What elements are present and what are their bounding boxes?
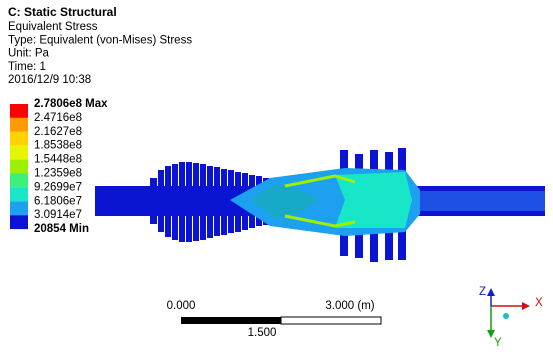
legend-swatch (10, 201, 28, 215)
z-label: Z (479, 286, 486, 298)
title: C: Static Structural (8, 5, 117, 19)
legend-swatch (10, 160, 28, 174)
legend-label: 1.8538e8 (34, 140, 82, 152)
legend-swatch (10, 187, 28, 201)
legend-swatch (10, 132, 28, 146)
legend-label: 6.1806e7 (34, 195, 82, 207)
legend-label: 9.2699e7 (34, 181, 82, 193)
header-line: Time: 1 (8, 61, 46, 73)
legend-label: 20854 Min (34, 223, 89, 235)
legend-swatch (10, 118, 28, 132)
x-label: X (535, 297, 543, 309)
legend-label: 3.0914e7 (34, 209, 82, 221)
screen: C: Static Structural Equivalent StressTy… (0, 0, 553, 359)
scale-start: 0.000 (167, 300, 196, 312)
scale-middle: 1.500 (248, 327, 277, 339)
scale-end: 3.000 (m) (325, 300, 374, 312)
scale-white (281, 317, 381, 324)
header-line: Equivalent Stress (8, 21, 98, 33)
triad-ball (503, 313, 509, 319)
legend-swatch (10, 215, 28, 229)
legend-label: 2.1627e8 (34, 126, 82, 138)
scale-black (181, 317, 281, 324)
header-line: Type: Equivalent (von-Mises) Stress (8, 34, 192, 46)
legend-label: 1.5448e8 (34, 154, 82, 166)
legend-swatch (10, 174, 28, 188)
header-line: Unit: Pa (8, 48, 50, 60)
legend-label: 1.2359e8 (34, 168, 82, 180)
legend-label: 2.4716e8 (34, 112, 82, 124)
legend-swatch (10, 104, 28, 118)
header-line: 2016/12/9 10:38 (8, 74, 91, 86)
legend-swatch (10, 146, 28, 160)
shaft-end (420, 191, 545, 211)
y-label: Y (494, 337, 502, 349)
legend-label: 2.7806e8 Max (34, 98, 108, 110)
